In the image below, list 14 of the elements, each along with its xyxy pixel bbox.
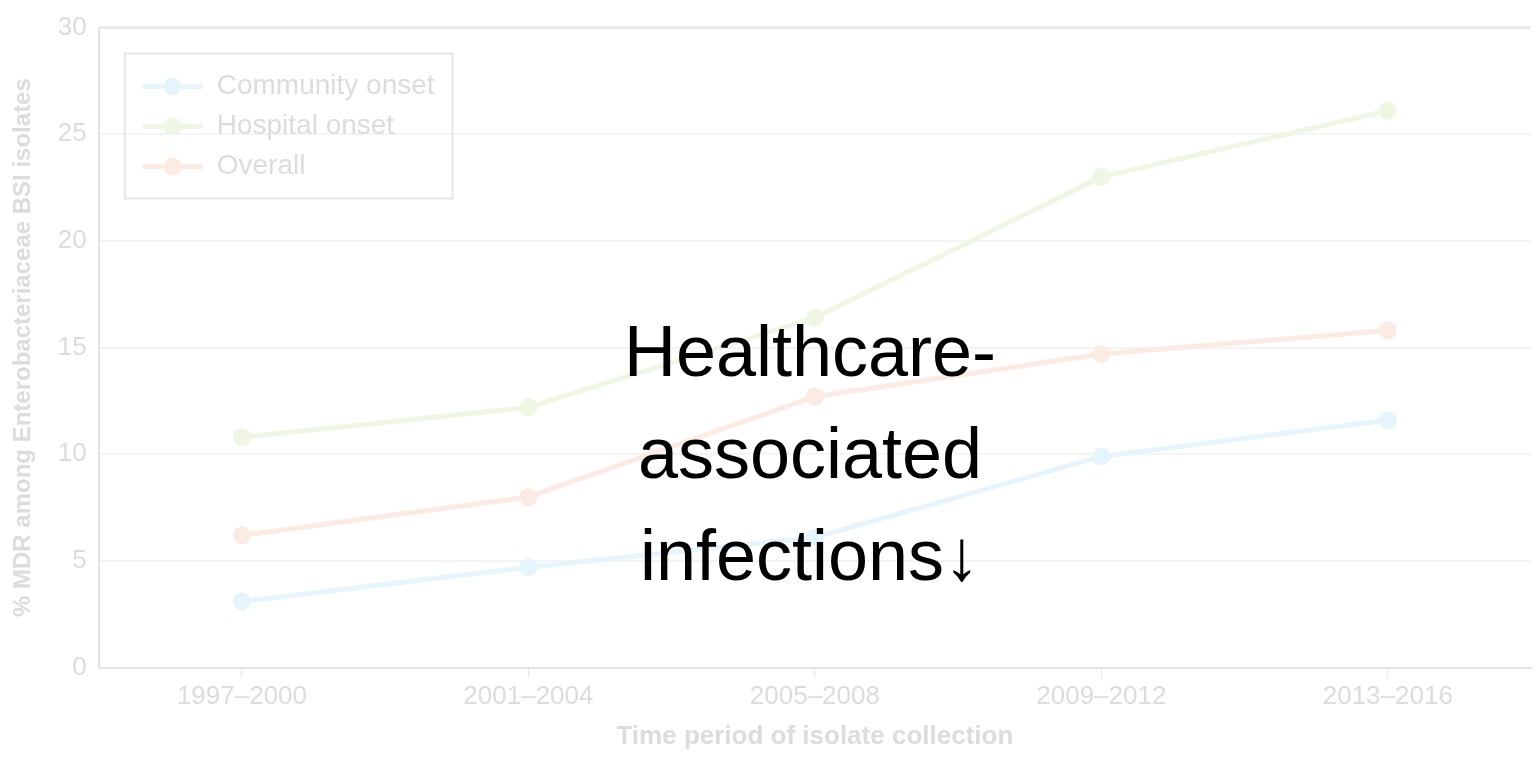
point bbox=[232, 428, 251, 447]
annotation: Healthcare-associated infections↓ bbox=[622, 310, 998, 597]
point bbox=[1092, 345, 1111, 363]
point bbox=[519, 398, 538, 417]
point bbox=[1378, 411, 1397, 430]
point bbox=[1092, 447, 1111, 466]
point bbox=[1378, 321, 1397, 340]
point bbox=[232, 526, 251, 545]
point bbox=[519, 487, 538, 506]
point bbox=[519, 558, 538, 577]
point bbox=[805, 387, 824, 406]
point bbox=[232, 592, 251, 611]
point bbox=[1378, 101, 1397, 120]
point bbox=[1092, 167, 1111, 186]
